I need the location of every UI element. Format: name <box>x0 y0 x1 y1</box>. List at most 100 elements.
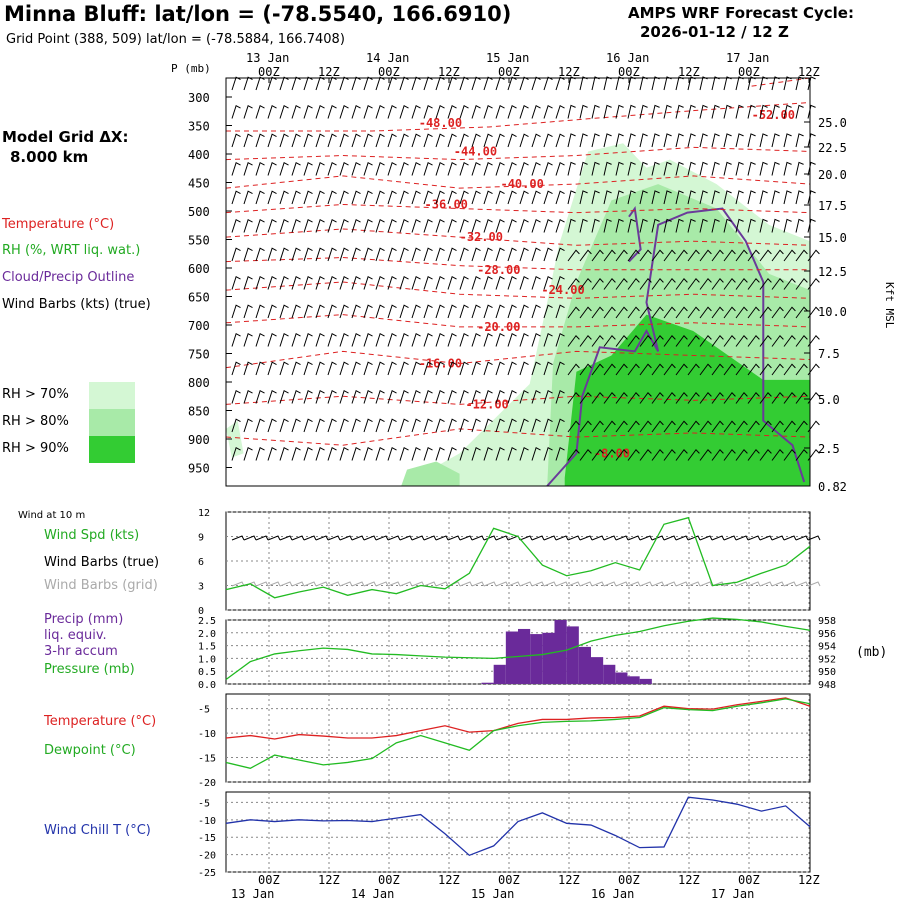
wind-barb <box>651 161 660 176</box>
wind-barb <box>303 76 313 91</box>
wind-barb <box>579 420 592 433</box>
wind-barb <box>387 247 397 262</box>
wind10-barb-grid <box>747 581 761 587</box>
temperature-line <box>225 697 811 740</box>
temp-contour <box>225 428 811 446</box>
wind-barb <box>555 76 565 91</box>
wind-barb <box>351 304 361 319</box>
wind-barb <box>279 190 289 205</box>
wind-barb <box>543 76 553 91</box>
wind-barb <box>807 218 816 233</box>
precip-bar <box>627 676 640 684</box>
wind-barb <box>807 334 820 347</box>
wind-barb <box>507 447 517 461</box>
wind-barb <box>555 190 565 205</box>
wind-barb <box>771 420 784 433</box>
wind-barb <box>531 190 541 205</box>
wind-barb <box>231 361 241 376</box>
wind-barb <box>783 190 792 205</box>
wind-barb <box>495 333 505 347</box>
wind-barb <box>735 190 744 205</box>
wind-barb <box>231 304 241 319</box>
top-hour-label: 12Z <box>678 65 700 79</box>
windchill-tick-label: -20 <box>198 851 216 862</box>
temp-contour-label: -36.00 <box>425 198 468 212</box>
wind-barb <box>747 277 760 290</box>
wind-barb <box>531 304 541 319</box>
wind-barb <box>675 190 684 205</box>
wind-barb <box>375 418 385 433</box>
wind-barb <box>543 304 553 319</box>
wind-barb <box>339 276 349 290</box>
wind-barb <box>243 247 253 262</box>
wind-barb <box>651 363 664 376</box>
wind-barb <box>807 104 816 119</box>
wind-barb <box>507 76 517 91</box>
wind10-barb-true <box>687 535 701 541</box>
pressure-tick-label: 850 <box>188 405 210 419</box>
wind-barb <box>723 161 732 176</box>
wind-barb <box>531 219 541 233</box>
wind-barb <box>411 76 421 91</box>
wind10-barb-grid <box>639 581 653 587</box>
precip-accum-label: 3-hr accum <box>44 644 118 659</box>
wind-barb <box>651 218 660 233</box>
wind-barb <box>567 420 580 433</box>
wind-barb <box>639 277 652 290</box>
wind-barb <box>411 162 421 176</box>
wind-barb <box>783 133 792 148</box>
pressure-tick-label: 300 <box>188 91 210 105</box>
wind-barb <box>399 105 409 119</box>
wind-barb <box>663 277 676 290</box>
wind-barb <box>627 218 636 233</box>
wind-barb <box>747 249 760 262</box>
pressure-tick-label: 350 <box>188 120 210 134</box>
wind-barb <box>255 190 265 205</box>
wind-barb <box>531 247 541 262</box>
wind-barb <box>807 391 820 404</box>
model-grid-value: 8.000 km <box>10 148 89 166</box>
wind-barb <box>603 277 616 290</box>
wind-barb <box>411 361 421 376</box>
pressure-tick-label: 800 <box>188 376 210 390</box>
wind-barb <box>291 76 301 91</box>
wind-barb <box>483 304 493 319</box>
wind-barb <box>459 105 469 119</box>
wind-barb <box>723 334 736 347</box>
bottom-hour-label: 12Z <box>318 873 340 887</box>
wind-barb <box>759 391 772 404</box>
wind-barb <box>675 218 684 233</box>
wind-barb <box>375 276 385 290</box>
grid-point-label: Grid Point (388, 509) lat/lon = (-78.588… <box>6 32 345 47</box>
wind-barb <box>447 76 457 91</box>
wind-barb <box>531 162 541 176</box>
wind-barb <box>783 420 796 433</box>
wind-barb <box>231 333 241 347</box>
wind10-barb-grid <box>651 581 665 587</box>
pressure-tick-label: 400 <box>188 148 210 162</box>
wind-barb <box>711 420 724 433</box>
wind10-tick-label: 9 <box>198 533 204 544</box>
wind-barb <box>603 133 612 148</box>
wind-barb <box>567 161 576 176</box>
wind-barb <box>591 190 600 205</box>
temp-contour <box>225 314 811 328</box>
wind-barb <box>771 277 784 290</box>
wind-barb <box>603 161 612 176</box>
wind-barb <box>795 218 804 233</box>
wind-barb <box>531 418 541 433</box>
wind-barb <box>315 247 325 262</box>
wind-barb <box>279 390 289 404</box>
bottom-hour-label: 00Z <box>738 873 760 887</box>
wind-barb <box>651 277 664 290</box>
wind-barb <box>327 304 337 319</box>
wind-barb <box>723 133 732 148</box>
wind-barb <box>675 363 688 376</box>
wind-barb <box>435 76 445 91</box>
wind-barb <box>315 76 325 91</box>
wind10-barb-true <box>231 535 245 541</box>
rh-70-label: RH > 70% <box>2 387 69 402</box>
wind-barb <box>519 219 529 233</box>
wind-barb <box>567 133 576 148</box>
